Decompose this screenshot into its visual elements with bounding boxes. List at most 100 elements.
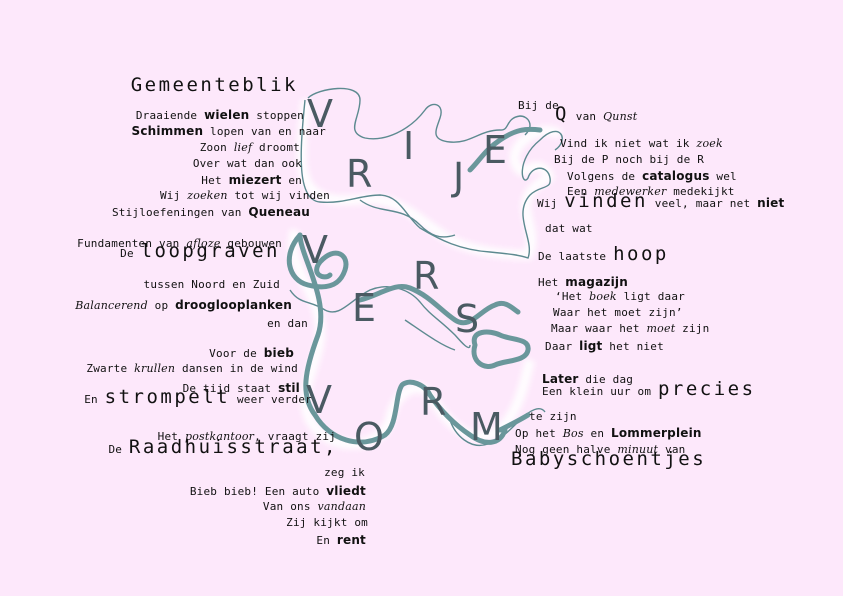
left-poem-line: Schimmen lopen van en naar [131, 124, 326, 139]
text-run: zijn [675, 322, 710, 335]
text-run: Van ons [262, 500, 318, 513]
styled-word: niet [757, 196, 785, 210]
text-run: tot wij vinden [227, 189, 330, 202]
styled-word: lief [233, 141, 253, 154]
text-run: Bij de P noch bij de R [554, 153, 705, 166]
thick-route [286, 126, 543, 445]
title-letter: R [420, 380, 447, 424]
title-letter: R [346, 152, 373, 196]
text-run: Op het [515, 427, 563, 440]
text-run: ‘Het [555, 290, 590, 303]
text-run: en dan [267, 317, 308, 330]
text-run: van [658, 443, 686, 456]
text-run: dat wat [545, 222, 593, 235]
emphasis-word: Gemeenteblik [130, 74, 298, 96]
title-letter: V [306, 378, 332, 422]
right-poem-line: Volgens de catalogus wel [567, 169, 737, 184]
right-poem-line: Een klein uur om precies [542, 380, 756, 399]
text-run: Maar waar het [551, 322, 647, 335]
right-poem-line: Q van Qunst [555, 105, 637, 124]
right-poem-line: Waar het moet zijn’ [553, 306, 683, 320]
text-run: medekijkt [666, 185, 735, 198]
text-run: , vraagt zij [254, 430, 336, 443]
text-run: het niet [602, 340, 664, 353]
styled-word: miezert [228, 173, 282, 187]
emphasis-word: Raadhuisstraat, [128, 436, 338, 458]
left-poem-line: Wij zoeken tot wij vinden [160, 189, 330, 203]
text-run: Fundamenten van [77, 237, 187, 250]
title-letter: J [453, 155, 465, 199]
left-poem-line: en dan [267, 317, 308, 331]
text-run: Draaiende [135, 109, 205, 122]
title-letter: S [455, 297, 480, 341]
emphasis-word: vinden [564, 190, 648, 212]
left-poem-line: Balancerend op drooglooplanken [75, 298, 292, 313]
text-run: Een klein uur om [542, 385, 658, 398]
text-run: zeg ik [324, 466, 365, 479]
text-run: en [583, 427, 612, 440]
text-run: stoppen [249, 109, 304, 122]
text-run: te zijn [529, 410, 577, 423]
text-run: De laatste [538, 250, 614, 263]
right-poem-line: Babyschoentjes [511, 450, 706, 469]
emphasis-word: strompelt [104, 386, 231, 408]
left-poem-line: zeg ik [324, 466, 365, 480]
text-run: Wij [537, 197, 565, 210]
title-letter: R [413, 254, 440, 298]
left-poem-line: Zij kijkt om [286, 516, 368, 530]
left-poem-line: Zwarte krullen dansen in de wind [86, 362, 298, 376]
styled-word: vandaan [317, 500, 366, 513]
text-run: Volgens de [567, 170, 643, 183]
styled-word: Bos [562, 427, 584, 440]
title-letter: V [307, 92, 333, 136]
right-poem-line: Wij vinden veel, maar net niet [537, 192, 785, 211]
text-run: Over wat dan ook [192, 157, 302, 170]
left-poem-line: Het postkantoor, vraagt zij [158, 430, 336, 444]
text-run: Het [538, 276, 566, 289]
emphasis-word: Babyschoentjes [511, 448, 707, 470]
text-run: droomt [252, 141, 300, 154]
styled-word: zoeken [187, 189, 228, 202]
text-run: lopen van en naar [203, 125, 326, 138]
text-run: die dag [578, 373, 634, 386]
styled-word: zoek [696, 137, 723, 150]
right-poem-line: ‘Het boek ligt daar [555, 290, 685, 304]
styled-word: stil [278, 381, 300, 395]
styled-word: catalogus [642, 169, 710, 183]
right-poem-line: Het magazijn [538, 275, 628, 290]
styled-word: bieb [263, 346, 294, 360]
styled-word: vliedt [326, 484, 366, 498]
text-run: En [84, 393, 105, 406]
left-poem-line: Draaiende wielen stoppen [136, 108, 304, 123]
left-poem-line: Fundamenten van afloze gebouwen [77, 237, 282, 251]
styled-word: ligt [579, 339, 603, 353]
text-run: De [120, 247, 141, 260]
right-poem-line: Bij de [518, 99, 559, 113]
title-letter: E [483, 128, 508, 172]
text-run: weer verder [230, 393, 312, 406]
text-run: op [147, 299, 176, 312]
left-poem-line: Voor de bieb [209, 346, 294, 361]
right-poem-line: Daar ligt het niet [545, 339, 664, 354]
left-poem-line: Over wat dan ook [193, 157, 302, 171]
right-poem-line: Vind ik niet wat ik zoek [560, 137, 723, 151]
text-run: van [568, 110, 604, 123]
text-run: Wij [159, 189, 188, 202]
emphasis-word: loopgraven [140, 240, 280, 262]
right-poem-line: dat wat [545, 222, 593, 236]
text-run: Voor de [209, 347, 264, 360]
styled-word: wielen [204, 108, 250, 122]
text-run: Nog geen halve [515, 443, 618, 456]
styled-word: Queneau [248, 205, 310, 219]
styled-word: krullen [134, 362, 176, 375]
right-poem-line: De laatste hoop [538, 245, 669, 264]
left-poem-line: De loopgraven [120, 242, 280, 261]
text-run: Zoon [199, 141, 234, 154]
text-run: Vind ik niet wat ik [560, 137, 697, 150]
styled-word: moet [646, 322, 676, 335]
text-run: Het [201, 174, 229, 187]
text-run: Daar [545, 340, 580, 353]
text-run: en [281, 174, 302, 187]
